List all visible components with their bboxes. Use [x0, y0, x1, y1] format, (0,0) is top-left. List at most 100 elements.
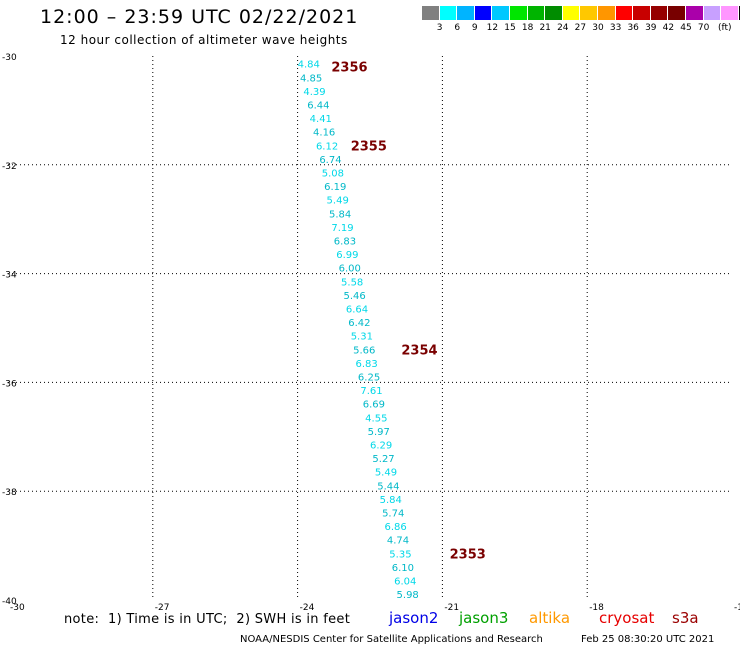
wave-height-value: 5.08 — [322, 169, 344, 180]
wave-height-value: 4.55 — [365, 413, 387, 424]
wave-height-value: 6.00 — [339, 264, 361, 275]
legend-jason3: jason3 — [459, 609, 509, 627]
wave-height-value: 5.31 — [351, 332, 373, 343]
x-tick-label: -21 — [444, 603, 459, 613]
color-scale-label: 42 — [662, 23, 675, 33]
wave-height-value: 7.19 — [331, 223, 353, 234]
wave-height-value: 6.19 — [324, 182, 346, 193]
color-scale-label: 36 — [627, 23, 639, 33]
wave-height-value: 5.98 — [397, 590, 419, 601]
color-scale-bar — [422, 6, 740, 22]
x-tick-label: -24 — [300, 603, 315, 613]
color-scale-label: 18 — [521, 23, 534, 33]
wave-height-value: 5.97 — [368, 427, 390, 438]
color-swatch — [422, 6, 440, 20]
color-swatch — [703, 6, 722, 20]
color-scale-label: 33 — [609, 23, 622, 33]
color-swatch — [650, 6, 669, 20]
color-swatch — [668, 6, 686, 20]
x-tick-label: -15 — [734, 603, 740, 613]
x-tick-label: -18 — [589, 603, 604, 613]
wave-height-value: 5.44 — [377, 481, 399, 492]
color-scale-unit: (ft) — [717, 23, 732, 33]
wave-height-value: 6.99 — [336, 250, 358, 261]
wave-height-value: 4.85 — [300, 73, 322, 84]
wave-height-value: 5.84 — [380, 495, 402, 506]
legend-s3a: s3a — [672, 609, 699, 627]
wave-height-value: 6.64 — [346, 305, 368, 316]
wave-height-value: 4.84 — [298, 60, 320, 71]
color-scale-label: 70 — [697, 23, 710, 33]
y-tick-label: -36 — [2, 379, 17, 389]
wave-height-value: 6.44 — [307, 101, 329, 112]
x-tick-label: -30 — [10, 603, 25, 613]
wave-height-value: 4.16 — [313, 128, 335, 139]
color-swatch — [580, 6, 598, 20]
map-subtitle: 12 hour collection of altimeter wave hei… — [60, 33, 348, 47]
color-scale-label: 45 — [680, 23, 692, 33]
wave-height-value: 6.12 — [316, 141, 338, 152]
footnote: note: 1) Time is in UTC; 2) SWH is in fe… — [64, 612, 351, 627]
color-scale-label: 39 — [645, 23, 657, 33]
y-tick-label: -40 — [2, 597, 17, 607]
wave-height-value: 7.61 — [360, 386, 382, 397]
pass-time-label: 2353 — [450, 547, 486, 562]
color-scale-label: 3 — [436, 23, 443, 33]
wave-height-value: 5.58 — [341, 277, 363, 288]
color-swatch — [738, 6, 740, 20]
wave-height-value: 5.35 — [389, 549, 411, 560]
color-scale-label: 12 — [486, 23, 499, 33]
wave-height-value: 6.83 — [334, 237, 356, 248]
map-grid — [8, 56, 732, 600]
color-scale-label: 15 — [504, 23, 516, 33]
color-swatch — [474, 6, 493, 20]
color-swatch — [457, 6, 475, 20]
color-swatch — [685, 6, 704, 20]
axis-ticks: -30 -27 -24 -21 -18 -15 -30 -32 -34 -36 -38 -40 — [2, 53, 740, 613]
color-swatch — [597, 6, 616, 20]
legend-jason2: jason2 — [389, 609, 439, 627]
wave-height-value: 6.86 — [384, 522, 406, 533]
color-scale-label: 27 — [574, 23, 587, 33]
wave-height-value: 6.25 — [358, 373, 380, 384]
observation-track: 4.84 4.85 4.39 6.44 4.41 4.16 6.12 6.74 5.08 6.19… — [298, 60, 419, 601]
pass-time-label: 2356 — [331, 60, 367, 75]
wave-height-value: 5.46 — [343, 291, 365, 302]
y-tick-label: -32 — [2, 162, 17, 172]
wave-height-value: 6.10 — [392, 563, 414, 574]
color-swatch — [439, 6, 458, 20]
x-tick-label: -27 — [155, 603, 170, 613]
color-scale-label: 21 — [539, 23, 551, 33]
color-swatch — [509, 6, 528, 20]
color-scale-label: 30 — [592, 23, 604, 33]
wave-height-value: 5.74 — [382, 509, 404, 520]
wave-height-value: 4.74 — [387, 536, 409, 547]
color-swatch — [615, 6, 634, 20]
pass-time-label: 2355 — [351, 139, 387, 154]
color-scale-label: 9 — [471, 23, 478, 33]
color-scale-label: 24 — [557, 23, 569, 33]
y-tick-label: -34 — [2, 271, 17, 281]
map-title: 12:00 – 23:59 UTC 02/22/2021 — [40, 6, 359, 28]
wave-height-value: 6.83 — [356, 359, 378, 370]
color-swatch — [545, 6, 563, 20]
color-swatch — [721, 6, 739, 20]
wave-height-value: 5.27 — [372, 454, 394, 465]
wave-height-value: 5.84 — [329, 209, 351, 220]
wave-height-value: 6.69 — [363, 400, 385, 411]
credit-line: NOAA/NESDIS Center for Satellite Applica… — [240, 634, 543, 645]
color-swatch — [633, 6, 651, 20]
generated-timestamp: Feb 25 08:30:20 UTC 2021 — [581, 634, 715, 645]
color-scale-label: 6 — [454, 23, 461, 33]
wave-height-value: 5.66 — [353, 345, 375, 356]
legend-cryosat: cryosat — [599, 609, 655, 627]
color-swatch — [562, 6, 581, 20]
pass-time-labels: 2356 2355 2354 2353 — [331, 60, 485, 562]
wave-height-value: 5.49 — [327, 196, 349, 207]
y-tick-label: -30 — [2, 53, 17, 63]
color-swatch — [527, 6, 546, 20]
wave-height-value: 4.39 — [303, 87, 325, 98]
wave-height-value: 4.41 — [310, 114, 332, 125]
wave-height-value: 5.49 — [375, 468, 397, 479]
